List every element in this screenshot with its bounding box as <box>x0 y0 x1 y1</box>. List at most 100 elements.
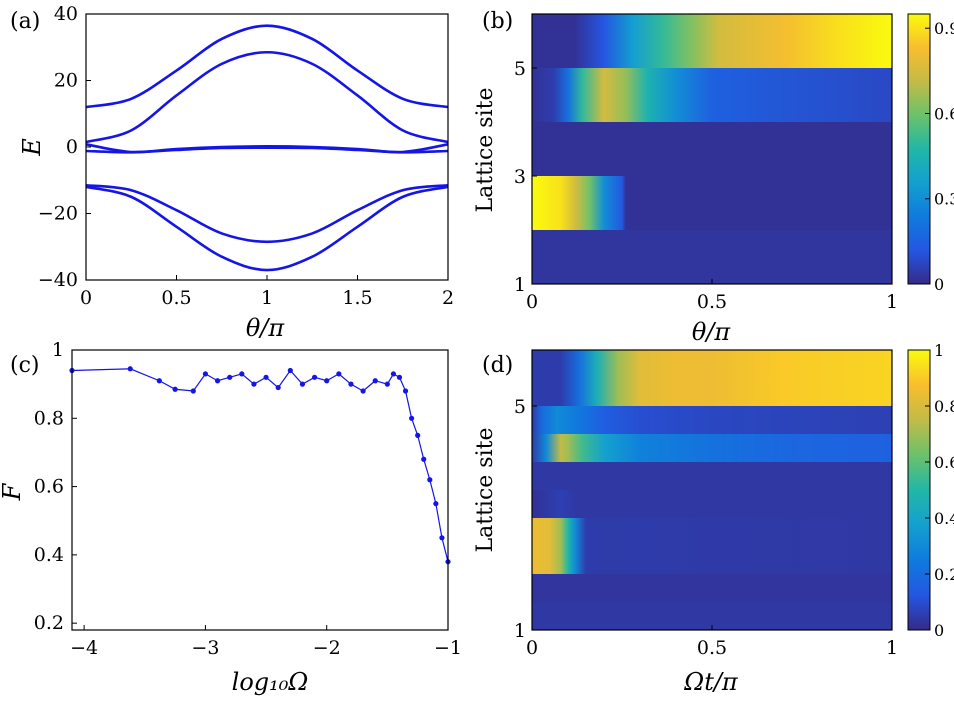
panel-label-b: (b) <box>482 9 513 34</box>
a-y-tick-label-4: −20 <box>38 203 78 225</box>
b-heatmap-row-2 <box>532 68 892 123</box>
c-point-22 <box>390 371 397 377</box>
c-point-11 <box>263 374 269 380</box>
panel-d-colorbar-ticks: 1 0.8 0.6 0.4 0.2 0 <box>925 341 954 640</box>
c-point-12 <box>275 384 281 391</box>
panel-a-plot-area <box>85 24 449 272</box>
d-heatmap-row-7 <box>532 518 892 547</box>
d-heatmap-row-9 <box>532 574 892 603</box>
c-point-23 <box>396 374 403 380</box>
b-x-tick-label-1: 0 <box>526 291 538 313</box>
a-series-4 <box>85 146 449 154</box>
c-y-tick-label-3: 0.6 <box>34 476 64 498</box>
panel-d-colorbar <box>907 349 931 631</box>
panel-a: (a) 0 0.5 1 1.5 2 40 20 0 −20 −40 θ/π E <box>10 3 454 342</box>
panel-b: (b) 00.51 5 3 1 0.90.60.30 θ/π Lattice sit… <box>473 9 954 346</box>
c-point-20 <box>372 378 378 384</box>
c-y-tick-label-4: 0.4 <box>34 544 64 566</box>
panel-label-a: (a) <box>10 9 40 34</box>
panel-d-x-ticks: 0 0.5 1 <box>526 625 898 659</box>
b-x-tick-label-2: 0.5 <box>697 291 727 313</box>
c-point-5 <box>190 388 196 394</box>
a-x-tick-label-4: 1.5 <box>342 287 372 309</box>
d-y-tick-label-2: 1 <box>514 620 526 642</box>
panel-c: (c) −4 −3 −2 −1 1 0.8 0.6 0.4 0.2 log₁₀Ω F <box>0 339 462 696</box>
b-heatmap-row-4 <box>532 176 892 231</box>
panel-d: (d) 00.51 51 10.80.60.40.20 Ωt/π Lattice… <box>473 341 954 696</box>
c-point-3 <box>156 378 162 384</box>
panel-b-ylabel: Lattice site <box>473 88 498 213</box>
panel-c-frame <box>71 349 449 631</box>
c-series-1 <box>71 368 449 562</box>
panel-b-xlabel: θ/π <box>692 318 732 346</box>
d-colorbar-tick-label-1: 1 <box>934 341 944 360</box>
panel-c-y-ticks: 1 0.8 0.6 0.4 0.2 <box>34 339 77 634</box>
c-point-14 <box>299 381 306 387</box>
b-heatmap-row-5 <box>532 230 892 285</box>
panel-b-colorbar-ticks: 0.9 0.6 0.3 0 <box>925 19 954 294</box>
a-x-tick-label-5: 2 <box>442 287 454 309</box>
d-colorbar-tick-label-5: 0.2 <box>934 565 954 584</box>
c-x-tick-label-1: −4 <box>70 637 98 659</box>
b-y-tick-label-3: 1 <box>514 274 526 296</box>
c-point-6 <box>202 371 209 377</box>
c-point-29 <box>433 501 439 507</box>
panel-b-colorbar <box>907 13 931 285</box>
panel-b-x-ticks: 0 0.5 1 <box>526 279 898 313</box>
b-heatmap-row-1 <box>532 14 892 69</box>
c-point-18 <box>348 381 354 387</box>
panel-d-ylabel: Lattice site <box>473 428 498 553</box>
c-point-21 <box>384 381 390 387</box>
d-heatmap-row-2 <box>532 378 892 407</box>
panel-d-xlabel: Ωt/π <box>683 668 739 696</box>
d-x-tick-label-3: 1 <box>886 637 898 659</box>
b-y-tick-label-1: 5 <box>514 58 526 80</box>
panel-d-y-ticks: 51 <box>514 396 537 642</box>
c-point-26 <box>415 432 421 438</box>
c-point-17 <box>336 371 342 377</box>
c-point-27 <box>421 456 427 462</box>
c-point-10 <box>251 381 257 387</box>
d-colorbar-tick-label-6: 0 <box>934 621 944 640</box>
d-heatmap-row-1 <box>532 350 892 379</box>
a-y-tick-label-5: −40 <box>38 269 78 291</box>
b-colorbar-tick-label-1: 0.9 <box>934 19 954 38</box>
a-x-tick-label-1: 0 <box>80 287 92 309</box>
c-point-8 <box>227 374 233 380</box>
d-heatmap-row-8 <box>532 546 892 575</box>
panel-a-ylabel: E <box>18 138 46 157</box>
a-x-tick-label-2: 0.5 <box>161 287 191 309</box>
b-y-tick-label-2: 3 <box>514 166 526 188</box>
panel-a-xlabel: θ/π <box>246 314 286 342</box>
c-point-15 <box>311 374 318 380</box>
c-point-19 <box>360 388 366 394</box>
c-x-tick-label-2: −3 <box>191 637 219 659</box>
a-y-tick-label-1: 40 <box>54 3 78 25</box>
c-point-7 <box>214 378 221 384</box>
d-heatmap-row-6 <box>532 490 892 519</box>
b-heatmap-row-3 <box>532 122 892 177</box>
panel-c-plot-area <box>69 366 451 565</box>
c-y-tick-label-2: 0.8 <box>34 407 64 429</box>
d-colorbar-tick-label-3: 0.6 <box>934 453 954 472</box>
c-y-tick-label-5: 0.2 <box>34 612 64 634</box>
a-x-tick-label-3: 1 <box>261 287 273 309</box>
panel-b-heatmap <box>532 14 892 285</box>
panel-a-y-ticks: 40 20 0 −20 −40 <box>38 3 91 291</box>
b-colorbar-tick-label-3: 0.3 <box>934 190 954 209</box>
d-x-tick-label-2: 0.5 <box>697 637 727 659</box>
c-point-9 <box>239 371 245 377</box>
panel-d-heatmap <box>532 350 892 631</box>
d-colorbar-tick-label-2: 0.8 <box>934 397 954 416</box>
a-series-5 <box>85 183 449 244</box>
c-point-25 <box>409 415 415 421</box>
a-series-2 <box>85 50 449 144</box>
panel-label-d: (d) <box>482 353 513 378</box>
c-x-tick-label-4: −1 <box>434 637 462 659</box>
d-y-tick-label-1: 5 <box>514 396 526 418</box>
a-y-tick-label-2: 20 <box>54 70 78 92</box>
c-point-24 <box>402 388 409 394</box>
c-point-30 <box>439 535 445 541</box>
panel-a-x-ticks: 0 0.5 1 1.5 2 <box>80 275 454 309</box>
c-point-28 <box>427 477 433 483</box>
